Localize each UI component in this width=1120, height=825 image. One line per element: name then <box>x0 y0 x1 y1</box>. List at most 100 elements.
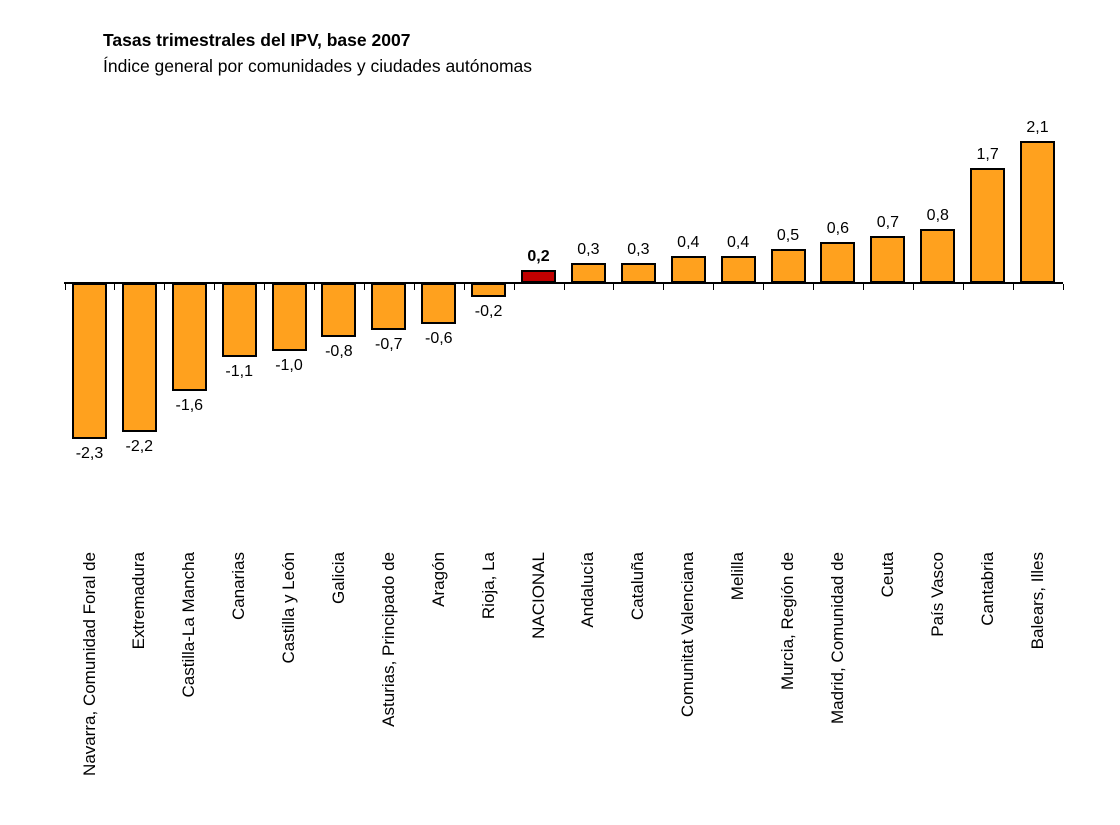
bar-value-label: -1,1 <box>225 363 253 381</box>
x-axis-label-text: Cataluña <box>628 552 648 621</box>
axis-tick <box>1012 284 1014 290</box>
x-axis-label: Ceuta <box>863 552 913 825</box>
bar-value-label: -2,2 <box>125 437 154 455</box>
x-axis-label-text: País Vasco <box>927 552 947 637</box>
x-axis-label: Andalucía <box>563 552 613 825</box>
bar-value-label: -0,2 <box>474 302 503 320</box>
bar <box>1020 141 1055 283</box>
axis-tick <box>862 284 864 290</box>
x-axis-label-text: Aragón <box>428 552 448 607</box>
x-axis-label-text: Castilla y León <box>279 552 298 664</box>
x-axis-label-text: Andalucía <box>578 552 598 628</box>
x-axis-label: Melilla <box>713 552 763 825</box>
bar-value-label: 0,4 <box>726 234 750 251</box>
x-axis-line <box>64 282 1063 284</box>
axis-tick <box>912 284 914 290</box>
bar <box>371 283 407 331</box>
x-axis-label: Balears, Illes <box>1013 552 1063 825</box>
bar-value-label: 0,3 <box>627 240 650 258</box>
x-axis-label: Castilla y León <box>264 552 314 825</box>
x-axis-label: Comunitat Valenciana <box>663 552 713 825</box>
axis-tick <box>363 284 365 290</box>
x-axis-label-text: Castilla-La Mancha <box>179 552 199 698</box>
x-axis-label: NACIONAL <box>514 552 564 825</box>
bar-value-label: -2,3 <box>75 444 104 462</box>
axis-tick <box>563 284 565 290</box>
axis-tick <box>64 284 66 290</box>
axis-tick <box>763 284 765 290</box>
bar <box>471 283 507 297</box>
bar <box>171 283 207 392</box>
axis-tick <box>463 284 465 290</box>
bar-value-label: -0,8 <box>325 343 353 361</box>
axis-tick <box>413 284 415 290</box>
axis-tick <box>214 284 216 290</box>
bar-value-label: 0,3 <box>577 240 600 258</box>
x-axis-label-text: Cantabria <box>977 552 997 626</box>
bar <box>221 283 257 358</box>
x-axis-label-text: Comunitat Valenciana <box>678 552 698 718</box>
bar <box>820 242 856 283</box>
bar <box>920 228 956 283</box>
x-axis-label-text: Asturias, Principado de <box>378 552 398 727</box>
x-axis-label: Canarias <box>214 552 264 825</box>
x-axis-label: País Vasco <box>913 552 963 825</box>
axis-tick <box>314 284 315 290</box>
bar-value-label: 0,4 <box>677 234 700 251</box>
x-axis-label-text: Murcia, Región de <box>778 552 797 690</box>
bar <box>72 283 107 439</box>
x-axis-label: Asturias, Principado de <box>364 552 414 825</box>
bar <box>870 235 906 283</box>
axis-tick <box>114 284 116 290</box>
x-axis-label-text: Galicia <box>328 552 348 604</box>
bar <box>271 283 307 351</box>
x-axis-label: Cantabria <box>963 552 1013 825</box>
bar-value-label: 0,8 <box>926 206 949 224</box>
bar-value-label: -0,6 <box>425 329 453 347</box>
bar-value-label: -0,7 <box>375 336 403 354</box>
bar-value-label: 0,2 <box>527 247 550 265</box>
x-axis-label-text: Extremadura <box>129 552 149 650</box>
bar-value-label: 0,6 <box>826 220 850 238</box>
axis-tick <box>713 284 715 290</box>
axis-tick <box>663 284 665 290</box>
chart-subtitle: Índice general por comunidades y ciudade… <box>103 56 533 76</box>
chart-title-block: Tasas trimestrales del IPV, base 2007 Ín… <box>103 27 532 79</box>
axis-tick <box>513 284 515 290</box>
x-axis-label-text: Navarra, Comunidad Foral de <box>79 552 99 776</box>
bar-value-label: -1,6 <box>175 397 204 415</box>
x-axis-label: Rioja, La <box>464 552 514 825</box>
x-axis-label: Galicia <box>314 552 364 825</box>
bar <box>421 283 457 324</box>
axis-tick <box>813 284 814 290</box>
axis-tick <box>164 284 166 290</box>
bar <box>321 283 357 338</box>
x-axis-label-text: Ceuta <box>877 552 897 598</box>
bar-value-label: 1,7 <box>976 146 999 164</box>
bar <box>670 256 706 283</box>
x-axis-label: Murcia, Región de <box>763 552 813 825</box>
bar <box>570 262 606 283</box>
x-axis-label: Navarra, Comunidad Foral de <box>65 552 115 825</box>
x-axis-label-text: Madrid, Comunidad de <box>827 552 847 724</box>
bar <box>620 262 656 283</box>
axis-tick <box>1062 284 1064 290</box>
axis-tick <box>264 284 266 290</box>
chart-title: Tasas trimestrales del IPV, base 2007 <box>103 30 411 50</box>
x-axis-label: Castilla-La Mancha <box>164 552 214 825</box>
x-axis-label-text: Melilla <box>728 552 748 601</box>
bar-nacional <box>521 269 556 283</box>
x-axis-label: Cataluña <box>613 552 663 825</box>
axis-tick <box>962 284 964 290</box>
bar <box>121 283 157 432</box>
bar-value-label: 0,5 <box>776 227 800 245</box>
bar <box>720 256 756 283</box>
x-axis-label-text: Canarias <box>229 552 249 621</box>
axis-tick <box>613 284 615 290</box>
bar-value-label: 0,7 <box>876 213 900 231</box>
x-axis-label: Aragón <box>414 552 464 825</box>
bar <box>970 168 1006 283</box>
bar <box>770 249 806 283</box>
